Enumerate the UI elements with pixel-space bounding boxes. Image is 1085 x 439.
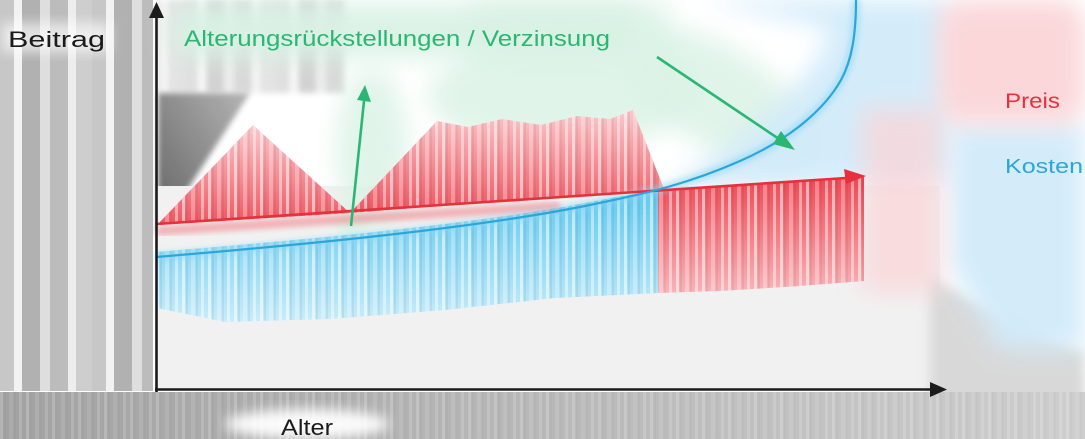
preis-band-below-line <box>657 177 864 293</box>
x-axis-label: Alter <box>281 415 333 439</box>
preis-line-glow <box>156 201 561 236</box>
preis-arrowhead-icon <box>844 169 866 184</box>
annotation-arrow-down <box>656 55 780 141</box>
x-axis-arrowhead-icon <box>930 382 947 397</box>
y-axis-arrowhead-icon <box>149 2 164 18</box>
kosten-band <box>157 190 658 322</box>
legend-preis-label: Preis <box>1005 90 1060 113</box>
preis-line <box>155 176 847 226</box>
annotation-label: Alterungsrückstellungen / Verzinsung <box>184 26 610 51</box>
legend-kosten-label: Kosten <box>1005 156 1083 178</box>
gray-artifact-left-column <box>0 0 153 391</box>
annotation-arrow-up <box>349 100 366 227</box>
annotation-arrow-up-head-icon <box>357 85 371 102</box>
annotation-arrow-down-head-icon <box>773 131 795 150</box>
preis-band-left-mountain <box>157 125 350 225</box>
gray-artifact-bottom-band <box>0 392 1085 439</box>
y-axis-label: Beitrag <box>8 27 105 52</box>
beitrag-halo <box>2 23 110 52</box>
pink-glow <box>862 0 1085 293</box>
kosten-curve <box>155 0 858 259</box>
preis-band-mid-mountain <box>350 110 664 213</box>
